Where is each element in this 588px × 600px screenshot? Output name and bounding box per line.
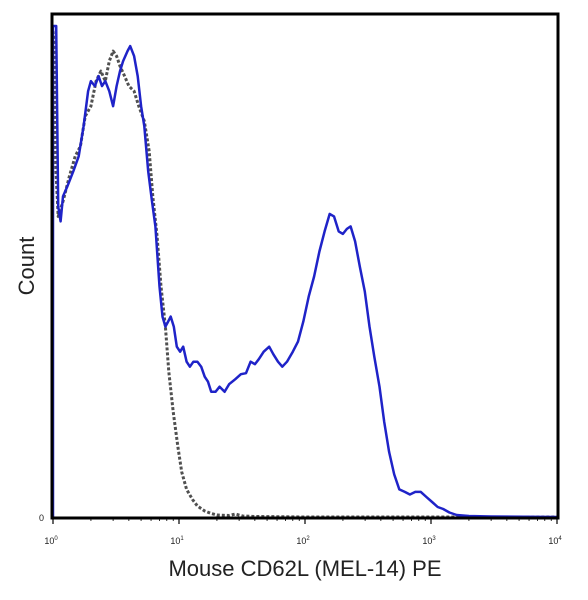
series-layer: [51, 24, 558, 519]
x-tick-label: 101: [170, 536, 184, 546]
x-axis-title: Mouse CD62L (MEL-14) PE: [168, 556, 441, 581]
x-tick-label: 102: [296, 536, 310, 546]
y-zero-label: 0: [39, 513, 44, 523]
x-tick-label: 100: [44, 536, 58, 546]
y-axis-title: Count: [14, 237, 39, 296]
x-axis-ticks: 100 101 102 103 104: [44, 518, 562, 546]
control-histogram-line: [51, 30, 557, 519]
stained-histogram-line: [51, 24, 558, 519]
x-tick-label: 103: [422, 536, 436, 546]
x-tick-label: 104: [548, 536, 562, 546]
plot-frame: [50, 12, 560, 520]
